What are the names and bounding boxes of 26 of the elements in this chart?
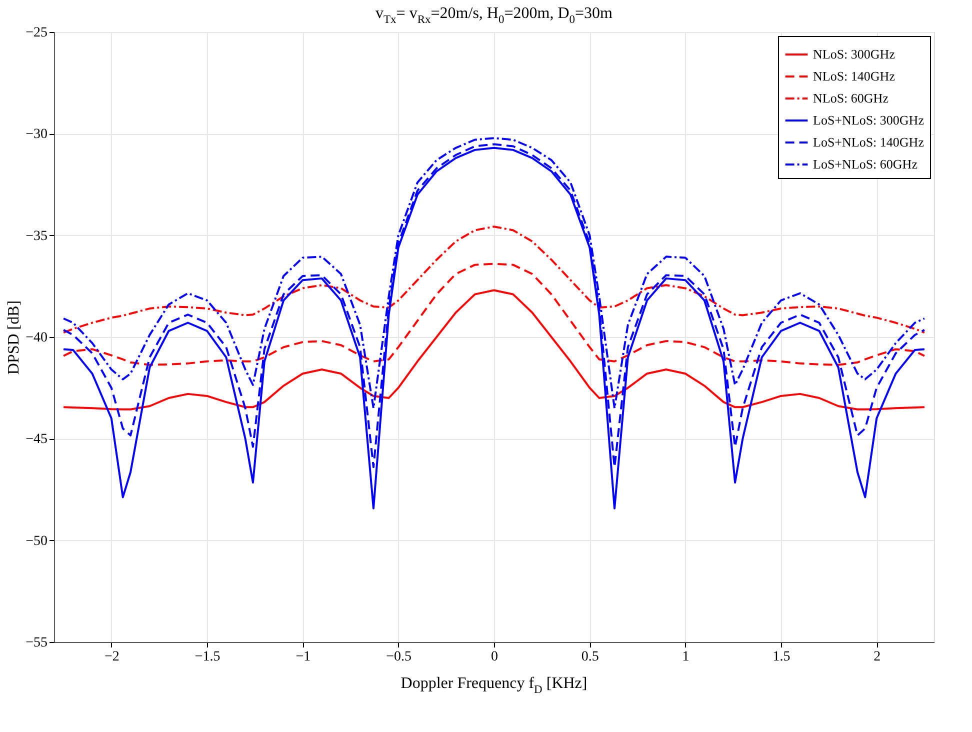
y-tick-label: −35 [26,228,48,244]
y-tick-label: −55 [26,636,48,650]
y-tick-label: −25 [26,26,48,40]
legend-label: LoS+NLoS: 140GHz [813,134,924,150]
y-tick-label: −50 [26,534,48,549]
x-tick-label: −2 [104,650,120,664]
x-tick-label: −1.5 [194,650,220,664]
legend-label: LoS+NLoS: 300GHz [813,112,924,128]
x-tick-label: 1 [682,650,690,664]
legend-label: LoS+NLoS: 60GHz [813,156,918,172]
legend-label: NLoS: 140GHz [813,68,896,84]
x-tick-label: 0 [491,650,498,664]
x-tick-label: −0.5 [386,650,412,664]
y-tick-label: −30 [26,127,48,142]
x-tick-label: 1.5 [772,650,790,664]
line-series [62,226,926,334]
line-series [62,262,926,366]
x-tick-label: −1 [296,650,311,664]
y-tick-label: −45 [26,432,48,448]
line-series [62,289,926,410]
x-tick-label: 0.5 [581,650,599,664]
x-tick-label: 2 [874,650,881,664]
y-tick-label: −40 [26,330,48,346]
legend-label: NLoS: 300GHz [813,46,896,62]
y-axis-title: DPSD [dB] [6,300,23,375]
legend-label: NLoS: 60GHz [813,90,889,106]
